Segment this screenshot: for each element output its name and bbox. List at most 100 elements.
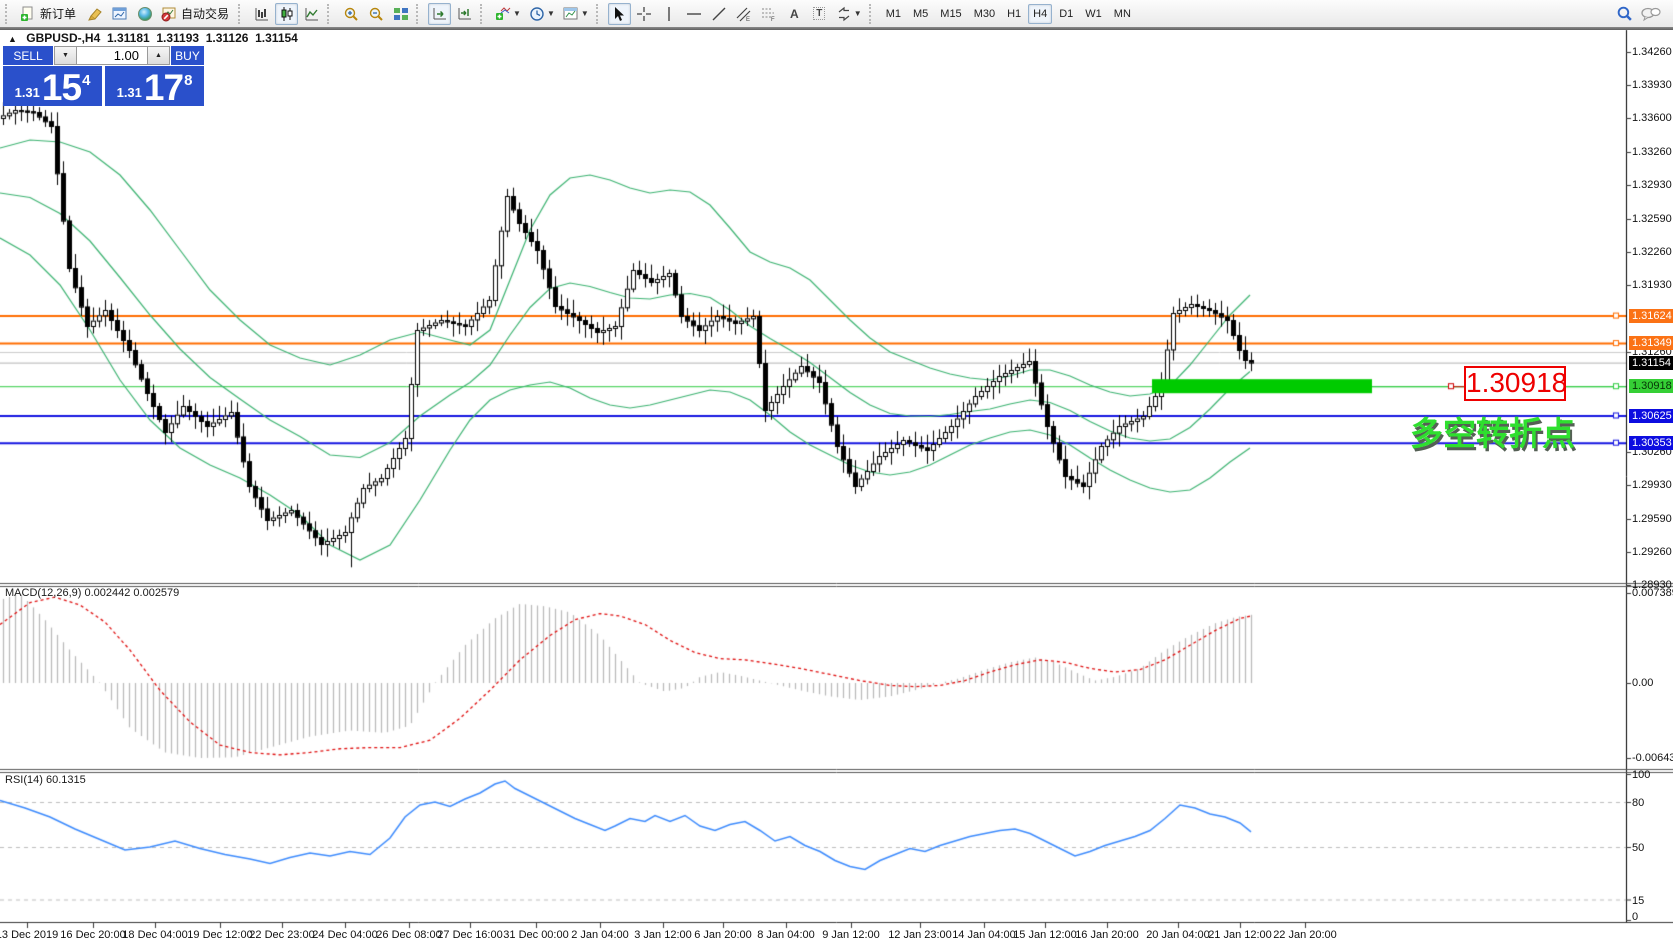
- time-tick-label: 16 Jan 20:00: [1075, 929, 1139, 941]
- buy-button[interactable]: BUY: [170, 46, 204, 65]
- text-tool-icon: A: [789, 6, 799, 21]
- candlestick-mode-button[interactable]: [275, 2, 299, 25]
- new-order-button[interactable]: 新订单: [17, 3, 81, 25]
- price-tick-label: 1.33260: [1632, 146, 1672, 158]
- search-button[interactable]: [1613, 3, 1636, 25]
- price-tick-label: 1.34260: [1632, 46, 1672, 58]
- timeframe-button-mn[interactable]: MN: [1113, 7, 1131, 20]
- globe-icon: [137, 6, 152, 21]
- autotrading-button[interactable]: 自动交易: [158, 3, 234, 25]
- timeframe-button-m1[interactable]: M1: [885, 7, 901, 20]
- price-tick-label: 1.32930: [1632, 179, 1672, 191]
- bar-chart-icon: [255, 7, 268, 20]
- new-order-icon: [21, 6, 33, 21]
- timeframe-button-m5[interactable]: M5: [913, 7, 929, 20]
- time-tick-label: 13 Dec 2019: [0, 929, 59, 941]
- price-tick-label: 1.29260: [1632, 546, 1672, 558]
- volume-decrease-button[interactable]: ▼: [54, 46, 77, 65]
- equidistant-channel-icon: E: [736, 7, 751, 22]
- bar-chart-mode-button[interactable]: [250, 3, 273, 25]
- auto-scroll-icon: [433, 7, 446, 19]
- chart-shift-button[interactable]: [453, 3, 476, 25]
- time-tick-label: 15 Jan 12:00: [1013, 929, 1077, 941]
- indicators-icon: [496, 6, 511, 20]
- time-tick-label: 6 Jan 20:00: [694, 929, 752, 941]
- indicators-button[interactable]: ▼: [492, 3, 524, 25]
- timeframe-button-m30[interactable]: M30: [973, 7, 996, 20]
- autotrading-label: 自动交易: [181, 7, 230, 21]
- price-tick-label: 1.32590: [1632, 213, 1672, 225]
- symbol-period-label: GBPUSD-,H4: [26, 31, 101, 45]
- text-tool-button[interactable]: A: [783, 3, 806, 25]
- toolbar-grip[interactable]: [868, 3, 876, 24]
- timeframe-button-h1[interactable]: H1: [1007, 7, 1022, 20]
- vertical-line-icon: [668, 6, 670, 21]
- toolbar-bottom-edge: [0, 27, 1673, 30]
- text-label-tool-button[interactable]: T: [808, 3, 831, 25]
- timeframe-button-d1[interactable]: D1: [1059, 7, 1074, 20]
- fibonacci-tool-button[interactable]: F: [758, 3, 781, 25]
- line-chart-mode-button[interactable]: [300, 3, 323, 25]
- vertical-line-tool-button[interactable]: [658, 3, 681, 25]
- highlighter-button[interactable]: [83, 3, 106, 25]
- timeframe-group: M1 M5 M15 M30 H1 H4 D1 W1 MN: [880, 3, 1137, 24]
- collapse-triangle-icon[interactable]: ▲: [8, 34, 17, 44]
- fibonacci-icon: F: [762, 8, 775, 22]
- arrows-tool-button[interactable]: ▼: [833, 3, 865, 25]
- time-tick-label: 8 Jan 04:00: [757, 929, 815, 941]
- template-icon: [563, 7, 578, 19]
- toolbar-grip[interactable]: [327, 3, 334, 24]
- zoom-out-button[interactable]: [364, 3, 387, 25]
- toolbar-grip[interactable]: [480, 3, 487, 24]
- buy-price-button[interactable]: 1.31 17 8: [105, 66, 204, 106]
- text-label-icon: T: [813, 7, 826, 20]
- periods-button[interactable]: ▼: [526, 3, 558, 25]
- zoom-in-button[interactable]: [339, 3, 362, 25]
- timeframe-button-w1[interactable]: W1: [1085, 7, 1102, 20]
- time-tick-label: 9 Jan 12:00: [822, 929, 880, 941]
- timeframe-button-h4[interactable]: H4: [1028, 3, 1053, 24]
- crosshair-icon: [637, 6, 652, 21]
- strategy-tester-button[interactable]: [133, 3, 156, 25]
- toolbar-grip[interactable]: [416, 3, 423, 24]
- cursor-icon: [615, 6, 625, 21]
- highlighter-icon: [87, 7, 102, 21]
- time-tick-label: 26 Dec 08:00: [376, 929, 442, 941]
- trendline-tool-button[interactable]: [708, 3, 731, 25]
- chat-button[interactable]: [1638, 3, 1664, 25]
- one-click-trading-panel: SELL ▼ ▲ BUY 1.31 15 4 1.31 17 8: [3, 46, 205, 106]
- rsi-axis-label: 80: [1632, 797, 1645, 809]
- time-tick-label: 12 Jan 23:00: [888, 929, 952, 941]
- macd-axis-label: 0.007389: [1632, 587, 1673, 599]
- rsi-axis-label: 0: [1632, 911, 1639, 923]
- crosshair-tool-button[interactable]: [633, 3, 656, 25]
- toolbar-grip[interactable]: [5, 3, 12, 24]
- sell-price-point: 4: [82, 72, 91, 89]
- buy-price-pips: 17: [143, 67, 184, 108]
- cursor-tool-button[interactable]: [607, 2, 631, 25]
- horizontal-line-tool-button[interactable]: [683, 3, 706, 25]
- time-tick-label: 3 Jan 12:00: [634, 929, 692, 941]
- sell-button[interactable]: SELL: [3, 46, 54, 65]
- high-value: 1.31193: [156, 31, 200, 45]
- market-watch-button[interactable]: [108, 3, 131, 25]
- timeframe-button-m15[interactable]: M15: [940, 7, 962, 20]
- tile-windows-button[interactable]: [389, 3, 412, 25]
- time-tick-label: 19 Dec 12:00: [187, 929, 253, 941]
- templates-button[interactable]: ▼: [560, 3, 592, 25]
- volume-increase-button[interactable]: ▲: [147, 46, 170, 65]
- sell-price-button[interactable]: 1.31 15 4: [3, 66, 102, 106]
- volume-input[interactable]: [77, 46, 147, 65]
- toolbar-grip[interactable]: [595, 3, 603, 24]
- price-annotation-box[interactable]: 1.30918: [1464, 366, 1567, 401]
- toolbar-grip[interactable]: [238, 3, 245, 24]
- price-tick-label: 1.33600: [1632, 112, 1672, 124]
- buy-price-prefix: 1.31: [116, 85, 142, 100]
- turning-point-annotation[interactable]: 多空转折点: [1410, 415, 1575, 452]
- close-value: 1.31154: [255, 31, 298, 45]
- channel-tool-button[interactable]: E: [733, 3, 756, 25]
- new-order-label: 新订单: [40, 7, 77, 21]
- time-tick-label: 22 Jan 20:00: [1273, 929, 1337, 941]
- auto-scroll-button[interactable]: [428, 2, 452, 25]
